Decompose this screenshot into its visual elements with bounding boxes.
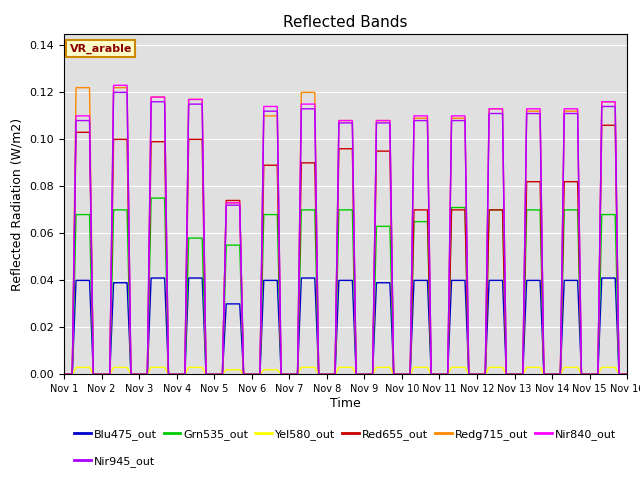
Redg715_out	[623, 372, 630, 377]
Yel580_out	[623, 372, 630, 377]
Line: Redg715_out: Redg715_out	[64, 88, 627, 374]
Blu475_out	[325, 372, 333, 377]
Red655_out	[598, 122, 605, 128]
Line: Yel580_out: Yel580_out	[64, 367, 627, 374]
Nir945_out	[161, 149, 169, 155]
Redg715_out	[161, 145, 169, 151]
Redg715_out	[441, 372, 449, 377]
Grn535_out	[441, 372, 449, 377]
Blu475_out	[161, 293, 169, 299]
Nir945_out	[110, 89, 118, 95]
Yel580_out	[72, 364, 80, 370]
Grn535_out	[623, 372, 630, 377]
Red655_out	[504, 372, 511, 377]
Red655_out	[324, 372, 332, 377]
Line: Grn535_out: Grn535_out	[64, 198, 627, 374]
Nir840_out	[325, 372, 333, 377]
Grn535_out	[161, 228, 169, 234]
Red655_out	[60, 372, 68, 377]
Grn535_out	[504, 372, 512, 377]
Blu475_out	[504, 372, 512, 377]
Red655_out	[623, 372, 631, 377]
Nir945_out	[623, 372, 631, 377]
Yel580_out	[441, 372, 449, 377]
Nir945_out	[623, 372, 630, 377]
Text: VR_arable: VR_arable	[70, 44, 132, 54]
Nir840_out	[623, 372, 630, 377]
Line: Nir840_out: Nir840_out	[64, 85, 627, 374]
Yel580_out	[60, 372, 68, 377]
Blu475_out	[623, 372, 630, 377]
X-axis label: Time: Time	[330, 397, 361, 410]
Legend: Nir945_out: Nir945_out	[70, 452, 160, 471]
Red655_out	[472, 372, 479, 377]
Title: Reflected Bands: Reflected Bands	[284, 15, 408, 30]
Nir840_out	[472, 372, 480, 377]
Yel580_out	[161, 366, 169, 372]
Redg715_out	[504, 372, 512, 377]
Nir840_out	[623, 372, 631, 377]
Line: Nir945_out: Nir945_out	[64, 92, 627, 374]
Grn535_out	[623, 372, 631, 377]
Line: Red655_out: Red655_out	[64, 125, 627, 374]
Yel580_out	[623, 372, 631, 377]
Nir840_out	[161, 145, 169, 151]
Blu475_out	[472, 372, 480, 377]
Nir945_out	[325, 372, 333, 377]
Nir840_out	[60, 372, 68, 377]
Nir840_out	[110, 83, 118, 88]
Line: Blu475_out: Blu475_out	[64, 278, 627, 374]
Nir945_out	[60, 372, 68, 377]
Blu475_out	[441, 372, 449, 377]
Blu475_out	[147, 275, 155, 281]
Grn535_out	[472, 372, 480, 377]
Redg715_out	[472, 372, 480, 377]
Nir840_out	[504, 372, 512, 377]
Yel580_out	[472, 372, 480, 377]
Blu475_out	[60, 372, 68, 377]
Y-axis label: Reflected Radiation (W/m2): Reflected Radiation (W/m2)	[11, 118, 24, 290]
Yel580_out	[325, 372, 333, 377]
Yel580_out	[504, 372, 512, 377]
Redg715_out	[623, 372, 631, 377]
Redg715_out	[325, 372, 333, 377]
Red655_out	[623, 372, 630, 377]
Nir945_out	[441, 372, 449, 377]
Nir945_out	[472, 372, 480, 377]
Grn535_out	[325, 372, 333, 377]
Grn535_out	[147, 195, 155, 201]
Nir840_out	[441, 372, 449, 377]
Grn535_out	[60, 372, 68, 377]
Redg715_out	[60, 372, 68, 377]
Red655_out	[161, 174, 169, 180]
Redg715_out	[72, 85, 80, 91]
Blu475_out	[623, 372, 631, 377]
Nir945_out	[504, 372, 512, 377]
Red655_out	[441, 372, 449, 377]
